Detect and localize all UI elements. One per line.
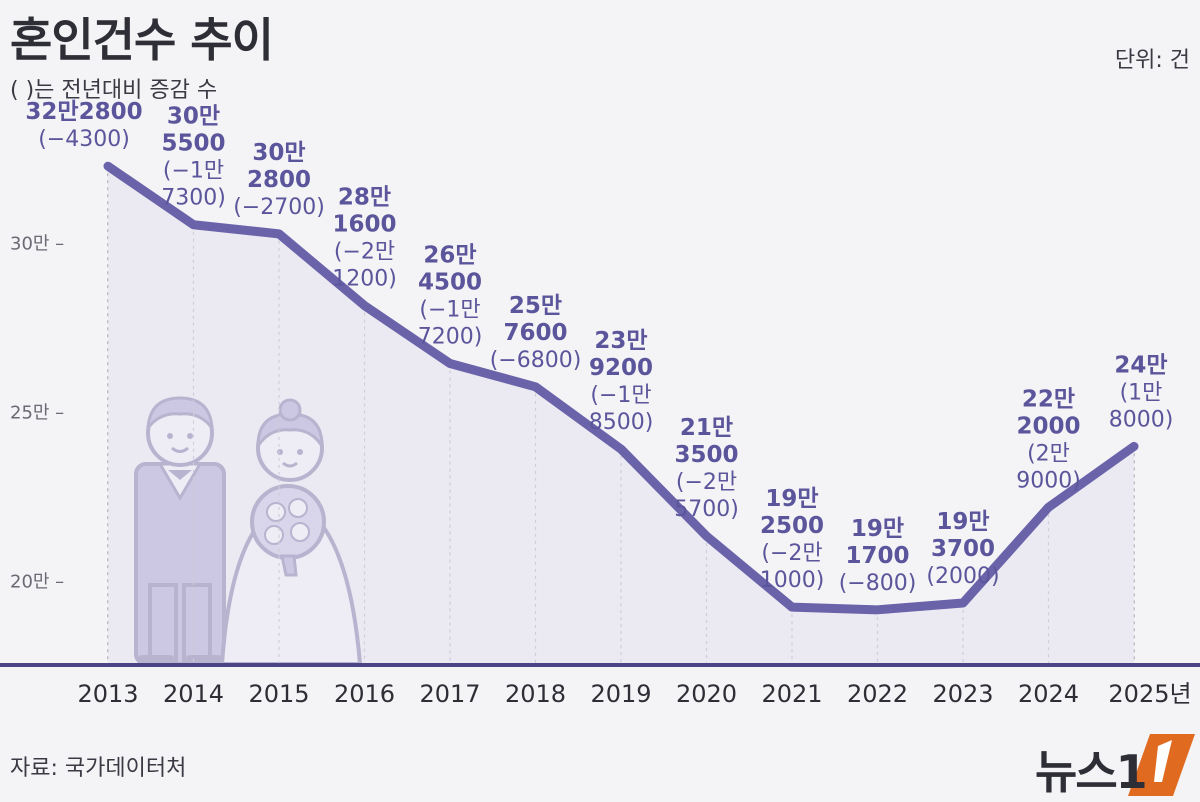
- data-label-value: 28만: [338, 185, 391, 211]
- data-label-change: (−1만: [163, 159, 224, 184]
- x-tick-label: 2016: [334, 680, 395, 708]
- data-label-change: (−2만: [761, 541, 822, 566]
- x-tick-label: 2015: [248, 680, 309, 708]
- data-label-value: 1600: [332, 212, 396, 238]
- data-label-value: 9200: [589, 355, 653, 381]
- data-label-change: 5700): [674, 497, 739, 522]
- data-label-change: (−800): [839, 571, 917, 596]
- x-tick-label: 2014: [163, 680, 224, 708]
- x-tick-label: 2025년: [1108, 680, 1191, 708]
- data-label-change: (−1만: [419, 297, 480, 322]
- data-label-change: (−6800): [490, 348, 582, 373]
- y-tick-label: 25만 –: [10, 403, 64, 424]
- x-tick-label: 2013: [77, 680, 138, 708]
- data-label-value: 7600: [503, 320, 567, 346]
- data-label-value: 2500: [760, 513, 824, 539]
- data-label-value: 19만: [936, 509, 989, 535]
- source-note: 자료: 국가데이터처: [10, 756, 187, 781]
- data-label-change: 7300): [161, 186, 226, 211]
- data-label-change: 7200): [418, 324, 483, 349]
- data-label-change: 8000): [1109, 407, 1174, 432]
- x-tick-label: 2019: [590, 680, 651, 708]
- data-label-change: (2000): [926, 564, 999, 589]
- data-label-change: (1만: [1120, 380, 1163, 405]
- data-label-value: 2000: [1016, 413, 1080, 439]
- data-label-change: (−4300): [38, 127, 130, 152]
- data-label-change: (−1만: [590, 383, 651, 408]
- data-label-value: 24만: [1114, 352, 1167, 378]
- line-area-fill: [108, 166, 1134, 665]
- data-label-value: 32만2800: [25, 99, 142, 125]
- data-label-value: 3700: [931, 536, 995, 562]
- data-label-value: 25만: [509, 293, 562, 319]
- data-label-change: 9000): [1016, 468, 1081, 493]
- x-tick-label: 2022: [847, 680, 908, 708]
- data-label-change: (−2700): [233, 195, 325, 220]
- data-label-value: 22만: [1022, 386, 1075, 412]
- data-label-change: 1200): [332, 267, 397, 292]
- data-label-change: 8500): [589, 410, 654, 435]
- data-label-value: 23만: [594, 328, 647, 354]
- x-tick-label: 2021: [761, 680, 822, 708]
- chart-subtitle: ( )는 전년대비 증감 수: [10, 78, 218, 103]
- line-series-marriages: [103, 161, 1139, 615]
- x-tick-label: 2020: [676, 680, 737, 708]
- data-label-change: (−2만: [334, 240, 395, 265]
- data-label-change: 1000): [760, 568, 825, 593]
- data-label-value: 19만: [851, 516, 904, 542]
- data-label-value: 4500: [418, 269, 482, 295]
- data-label-change: (−2만: [676, 470, 737, 495]
- data-label-value: 5500: [161, 131, 225, 157]
- y-tick-label: 20만 –: [10, 572, 64, 593]
- y-tick-label: 30만 –: [10, 233, 64, 254]
- data-label-value: 19만: [765, 486, 818, 512]
- news1-logo-text: 뉴스1: [1035, 745, 1148, 799]
- unit-label: 단위: 건: [1114, 48, 1190, 73]
- data-label-change: (2만: [1027, 441, 1070, 466]
- data-label-value: 1700: [845, 543, 909, 569]
- data-label-value: 26만: [423, 242, 476, 268]
- x-tick-label: 2018: [505, 680, 566, 708]
- data-label-value: 2800: [247, 167, 311, 193]
- news1-logo: [1128, 734, 1195, 796]
- data-label-value: 30만: [167, 104, 220, 130]
- data-label-value: 3500: [674, 442, 738, 468]
- chart-title: 혼인건수 추이: [10, 13, 274, 67]
- x-tick-label: 2023: [932, 680, 993, 708]
- data-label-value: 21만: [680, 415, 733, 441]
- x-tick-label: 2024: [1018, 680, 1079, 708]
- data-label-value: 30만: [252, 140, 305, 166]
- x-tick-label: 2017: [419, 680, 480, 708]
